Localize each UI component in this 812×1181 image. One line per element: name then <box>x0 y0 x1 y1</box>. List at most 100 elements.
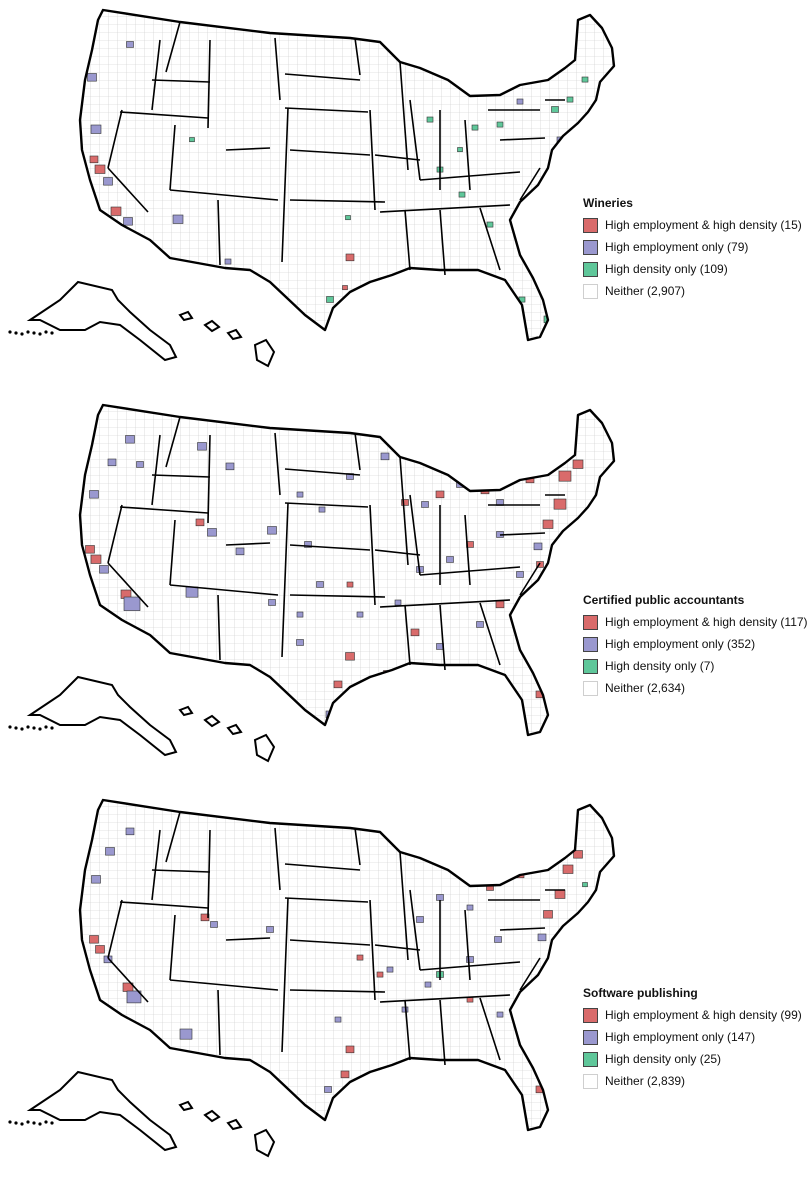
state-boundary <box>284 502 369 508</box>
state-boundary <box>107 899 123 959</box>
swatch-employment <box>583 1029 598 1045</box>
county-employment <box>266 926 274 933</box>
swatch-neither <box>583 680 598 696</box>
county-employment <box>436 894 444 901</box>
county-employment <box>123 217 133 226</box>
state-boundary <box>284 468 361 476</box>
county-both <box>110 206 122 216</box>
highlighted-counties <box>85 435 584 719</box>
county-employment <box>126 41 134 48</box>
county-employment <box>516 98 524 105</box>
county-employment <box>91 875 101 884</box>
state-boundary <box>419 566 521 576</box>
county-employment <box>496 1011 504 1018</box>
state-boundary <box>354 827 361 866</box>
county-both <box>544 964 552 971</box>
county-both <box>376 971 384 978</box>
legend-wineries: Wineries High employment & high density … <box>583 196 802 302</box>
county-both <box>554 889 566 899</box>
state-boundary <box>274 432 281 496</box>
hawaii-island <box>203 1109 221 1123</box>
swatch-density <box>583 261 598 277</box>
county-both <box>365 287 375 296</box>
state-boundary <box>479 997 501 1061</box>
state-boundary <box>274 37 281 101</box>
county-employment <box>516 571 524 578</box>
county-employment <box>380 452 390 461</box>
state-boundary <box>409 494 421 576</box>
county-both <box>558 470 572 482</box>
county-employment <box>538 1074 546 1081</box>
state-boundary <box>107 167 149 213</box>
us-map-wineries <box>8 8 616 368</box>
state-boundary <box>519 957 541 991</box>
state-boundary <box>151 829 161 901</box>
county-density <box>496 121 504 128</box>
county-both <box>543 910 553 919</box>
state-boundary <box>207 829 211 919</box>
aleutian-island <box>38 727 42 731</box>
us-map-software <box>8 798 616 1158</box>
county-employment <box>103 177 113 186</box>
county-employment <box>207 528 217 537</box>
aleutian-island <box>38 1122 42 1126</box>
state-boundary <box>151 39 161 111</box>
aleutian-island <box>14 726 18 730</box>
county-employment <box>87 73 97 82</box>
county-employment <box>90 124 102 134</box>
county-both <box>573 850 583 859</box>
state-boundary <box>281 107 289 263</box>
country-outline-fill <box>80 10 614 340</box>
legend-label: High density only (7) <box>605 659 715 673</box>
county-employment <box>125 435 135 444</box>
aleutian-island <box>32 331 36 335</box>
state-boundary <box>207 434 211 524</box>
county-employment <box>466 904 474 911</box>
hawaii-island <box>226 723 243 736</box>
state-boundary <box>281 897 289 1053</box>
county-employment <box>394 599 402 606</box>
county-density <box>471 124 479 131</box>
aleutian-island <box>8 1120 12 1124</box>
county-employment <box>235 547 245 556</box>
county-employment <box>476 621 484 628</box>
county-employment <box>296 611 304 618</box>
county-employment <box>494 936 502 943</box>
state-boundary <box>119 901 209 909</box>
state-boundary <box>169 979 279 991</box>
hawaii-island <box>203 319 221 333</box>
county-both <box>345 1045 355 1054</box>
county-both <box>542 519 554 529</box>
county-employment <box>324 1086 332 1093</box>
legend-item-both: High employment & high density (117) <box>583 611 808 633</box>
state-boundary <box>289 544 371 551</box>
county-density <box>441 1076 449 1083</box>
aleutian-island <box>26 1120 30 1124</box>
state-boundary <box>439 604 446 671</box>
map-panel-wineries: Wineries High employment & high density … <box>0 0 812 385</box>
state-boundary <box>399 851 409 961</box>
county-employment <box>210 921 218 928</box>
county-both <box>346 581 354 588</box>
state-boundary <box>217 199 221 266</box>
state-boundary <box>374 154 421 161</box>
state-boundary <box>499 532 546 536</box>
legend-title: Software publishing <box>583 986 698 1000</box>
county-density <box>458 191 466 198</box>
state-boundary <box>289 989 386 993</box>
county-employment <box>105 847 115 856</box>
map-panel-software: Software publishing High employment & hi… <box>0 790 812 1175</box>
us-outline <box>78 8 616 342</box>
county-employment <box>421 501 429 508</box>
legend-label: Neither (2,634) <box>605 681 686 695</box>
state-boundary <box>419 961 521 971</box>
aleutian-island <box>14 1121 18 1125</box>
swatch-neither <box>583 1073 598 1089</box>
county-both <box>356 954 364 961</box>
county-density <box>566 96 574 103</box>
county-employment <box>356 611 364 618</box>
county-employment <box>126 990 142 1004</box>
county-both <box>340 1070 350 1079</box>
county-both <box>345 253 355 262</box>
legend-item-density: High density only (7) <box>583 655 808 677</box>
